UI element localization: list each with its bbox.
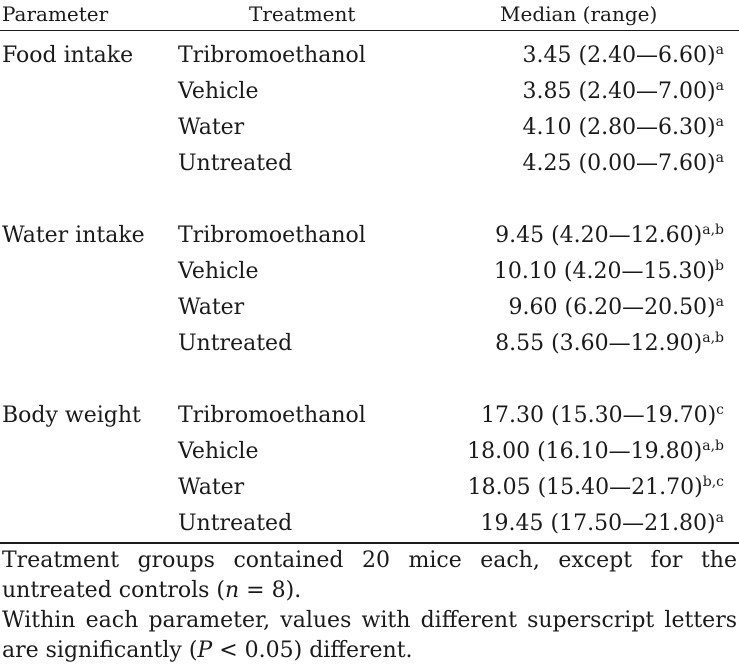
median-value: 10.10 (4.20—15.30) (493, 259, 716, 284)
header-median-range: Median (range) (500, 2, 658, 26)
median-cell: 4.10 (2.80—6.30)a (523, 115, 724, 140)
median-value: 18.05 (15.40—21.70) (467, 475, 703, 500)
treatment-cell: Untreated (178, 331, 293, 356)
parameter-label: Food intake (2, 43, 134, 68)
median-cell: 4.25 (0.00—7.60)a (523, 151, 724, 176)
table-row: Vehicle 10.10 (4.20—15.30)b (0, 259, 739, 295)
significance-superscript: a,b (702, 438, 724, 454)
significance-superscript: c (716, 402, 724, 418)
significance-superscript: a (715, 42, 724, 58)
treatment-cell: Vehicle (178, 259, 259, 284)
footnote-italic-p: P (197, 638, 213, 663)
median-cell: 18.00 (16.10—19.80)a,b (467, 439, 724, 464)
table-row: Untreated 19.45 (17.50—21.80)a (0, 511, 739, 547)
median-cell: 9.60 (6.20—20.50)a (509, 295, 724, 320)
median-cell: 18.05 (15.40—21.70)b,c (468, 475, 724, 500)
median-value: 3.45 (2.40—6.60) (522, 43, 716, 68)
significance-superscript: a (715, 78, 724, 94)
median-value: 9.45 (4.20—12.60) (495, 223, 703, 248)
treatment-cell: Vehicle (178, 79, 259, 104)
significance-superscript: a (715, 294, 724, 310)
median-cell: 19.45 (17.50—21.80)a (481, 511, 724, 536)
footnote-group-size: Treatment groups contained 20 mice each,… (2, 546, 737, 606)
significance-superscript: b,c (702, 474, 724, 490)
treatment-cell: Untreated (178, 511, 293, 536)
table-row: Untreated 8.55 (3.60—12.90)a,b (0, 331, 739, 367)
footnote-text: Within each parameter, values with diffe… (2, 608, 737, 663)
significance-superscript: a,b (702, 222, 724, 238)
table-footnotes: Treatment groups contained 20 mice each,… (2, 546, 737, 666)
footnote-text: = 8). (239, 578, 302, 603)
treatment-cell: Water (178, 295, 245, 320)
table-row: Vehicle 3.85 (2.40—7.00)a (0, 79, 739, 115)
treatment-cell: Tribromoethanol (178, 43, 366, 68)
median-cell: 3.85 (2.40—7.00)a (523, 79, 724, 104)
footnote-significance: Within each parameter, values with diffe… (2, 606, 737, 666)
significance-superscript: a (715, 150, 724, 166)
parameter-label: Body weight (2, 403, 141, 428)
table-row: Water 4.10 (2.80—6.30)a (0, 115, 739, 151)
median-value: 4.25 (0.00—7.60) (522, 151, 716, 176)
table-row: Untreated 4.25 (0.00—7.60)a (0, 151, 739, 187)
significance-superscript: a (715, 114, 724, 130)
footnote-text: < 0.05) different. (212, 638, 413, 663)
table-row: Water 9.60 (6.20—20.50)a (0, 295, 739, 331)
median-value: 19.45 (17.50—21.80) (480, 511, 716, 536)
median-value: 17.30 (15.30—19.70) (481, 403, 717, 428)
median-cell: 3.45 (2.40—6.60)a (523, 43, 724, 68)
bottom-rule (0, 542, 739, 544)
median-cell: 9.45 (4.20—12.60)a,b (495, 223, 724, 248)
table-row: Tribromoethanol 17.30 (15.30—19.70)c (0, 403, 739, 439)
treatment-cell: Vehicle (178, 439, 259, 464)
table-row: Tribromoethanol 3.45 (2.40—6.60)a (0, 43, 739, 79)
treatment-cell: Water (178, 475, 245, 500)
footnote-italic-n: n (225, 578, 240, 603)
significance-superscript: a (715, 510, 724, 526)
median-cell: 8.55 (3.60—12.90)a,b (495, 331, 724, 356)
treatment-cell: Untreated (178, 151, 293, 176)
table-header: Parameter Treatment Median (range) (0, 0, 739, 30)
median-value: 8.55 (3.60—12.90) (495, 331, 703, 356)
median-cell: 17.30 (15.30—19.70)c (481, 403, 724, 428)
table-row: Vehicle 18.00 (16.10—19.80)a,b (0, 439, 739, 475)
significance-superscript: a,b (702, 330, 724, 346)
median-value: 18.00 (16.10—19.80) (467, 439, 703, 464)
treatment-cell: Water (178, 115, 245, 140)
median-value: 4.10 (2.80—6.30) (522, 115, 716, 140)
table-row: Tribromoethanol 9.45 (4.20—12.60)a,b (0, 223, 739, 259)
median-value: 3.85 (2.40—7.00) (522, 79, 716, 104)
header-parameter: Parameter (2, 2, 109, 26)
footnote-text: Treatment groups contained 20 mice each,… (2, 548, 737, 603)
median-value: 9.60 (6.20—20.50) (508, 295, 716, 320)
parameter-label: Water intake (2, 223, 145, 248)
table-row: Water 18.05 (15.40—21.70)b,c (0, 475, 739, 511)
median-cell: 10.10 (4.20—15.30)b (494, 259, 724, 284)
header-treatment: Treatment (249, 2, 356, 26)
significance-superscript: b (715, 258, 724, 274)
treatment-cell: Tribromoethanol (178, 223, 366, 248)
header-rule (0, 30, 739, 31)
treatment-cell: Tribromoethanol (178, 403, 366, 428)
